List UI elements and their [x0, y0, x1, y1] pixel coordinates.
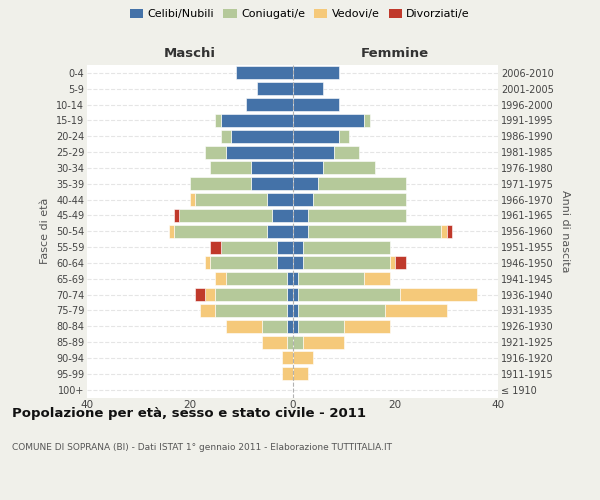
Bar: [293, 368, 308, 380]
Bar: [251, 178, 293, 190]
Bar: [287, 304, 293, 317]
Bar: [339, 130, 349, 142]
Bar: [195, 193, 267, 206]
Bar: [205, 288, 215, 301]
Bar: [282, 368, 293, 380]
Bar: [200, 304, 215, 317]
Bar: [277, 240, 293, 254]
Bar: [272, 209, 293, 222]
Bar: [303, 336, 344, 348]
Bar: [262, 320, 287, 332]
Text: COMUNE DI SOPRANA (BI) - Dati ISTAT 1° gennaio 2011 - Elaborazione TUTTITALIA.IT: COMUNE DI SOPRANA (BI) - Dati ISTAT 1° g…: [12, 442, 392, 452]
Bar: [293, 352, 313, 364]
Bar: [211, 162, 251, 174]
Legend: Celibi/Nubili, Coniugati/e, Vedovi/e, Divorziati/e: Celibi/Nubili, Coniugati/e, Vedovi/e, Di…: [127, 6, 473, 22]
Bar: [226, 146, 293, 158]
Bar: [267, 193, 293, 206]
Bar: [236, 66, 293, 80]
Bar: [175, 209, 179, 222]
Bar: [287, 288, 293, 301]
Bar: [308, 225, 442, 237]
Bar: [293, 320, 298, 332]
Bar: [293, 256, 303, 270]
Bar: [262, 336, 287, 348]
Y-axis label: Anni di nascita: Anni di nascita: [560, 190, 571, 272]
Bar: [293, 193, 313, 206]
Bar: [334, 146, 359, 158]
Bar: [287, 320, 293, 332]
Bar: [385, 304, 446, 317]
Bar: [205, 146, 226, 158]
Bar: [221, 240, 277, 254]
Bar: [215, 304, 287, 317]
Bar: [287, 336, 293, 348]
Bar: [303, 256, 390, 270]
Bar: [211, 240, 221, 254]
Bar: [293, 114, 364, 127]
Bar: [308, 209, 406, 222]
Bar: [175, 225, 267, 237]
Bar: [446, 225, 452, 237]
Bar: [293, 288, 298, 301]
Text: Maschi: Maschi: [164, 47, 216, 60]
Bar: [364, 272, 390, 285]
Bar: [318, 178, 406, 190]
Bar: [293, 66, 339, 80]
Bar: [226, 320, 262, 332]
Bar: [293, 146, 334, 158]
Bar: [293, 336, 303, 348]
Bar: [221, 114, 293, 127]
Bar: [293, 209, 308, 222]
Bar: [215, 114, 221, 127]
Bar: [226, 272, 287, 285]
Bar: [442, 225, 446, 237]
Bar: [293, 225, 308, 237]
Bar: [282, 352, 293, 364]
Bar: [246, 98, 293, 111]
Bar: [190, 193, 195, 206]
Bar: [215, 288, 287, 301]
Bar: [257, 82, 293, 95]
Text: Popolazione per età, sesso e stato civile - 2011: Popolazione per età, sesso e stato civil…: [12, 408, 366, 420]
Bar: [390, 256, 395, 270]
Bar: [298, 288, 400, 301]
Bar: [287, 272, 293, 285]
Bar: [277, 256, 293, 270]
Bar: [195, 288, 205, 301]
Bar: [267, 225, 293, 237]
Text: Femmine: Femmine: [361, 47, 430, 60]
Bar: [364, 114, 370, 127]
Bar: [313, 193, 406, 206]
Bar: [298, 320, 344, 332]
Bar: [293, 82, 323, 95]
Bar: [293, 130, 339, 142]
Bar: [395, 256, 406, 270]
Bar: [344, 320, 390, 332]
Bar: [251, 162, 293, 174]
Bar: [293, 162, 323, 174]
Bar: [211, 256, 277, 270]
Bar: [169, 225, 175, 237]
Bar: [293, 178, 318, 190]
Bar: [303, 240, 390, 254]
Bar: [293, 272, 298, 285]
Bar: [293, 240, 303, 254]
Bar: [179, 209, 272, 222]
Bar: [298, 272, 364, 285]
Bar: [293, 98, 339, 111]
Bar: [298, 304, 385, 317]
Bar: [400, 288, 478, 301]
Bar: [190, 178, 251, 190]
Bar: [221, 130, 231, 142]
Bar: [231, 130, 293, 142]
Bar: [205, 256, 211, 270]
Bar: [323, 162, 375, 174]
Bar: [293, 304, 298, 317]
Bar: [215, 272, 226, 285]
Y-axis label: Fasce di età: Fasce di età: [40, 198, 50, 264]
